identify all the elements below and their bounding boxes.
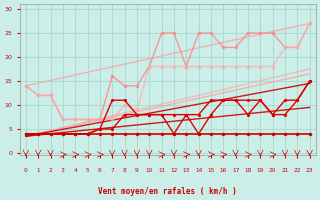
X-axis label: Vent moyen/en rafales ( km/h ): Vent moyen/en rafales ( km/h ) (98, 187, 237, 196)
